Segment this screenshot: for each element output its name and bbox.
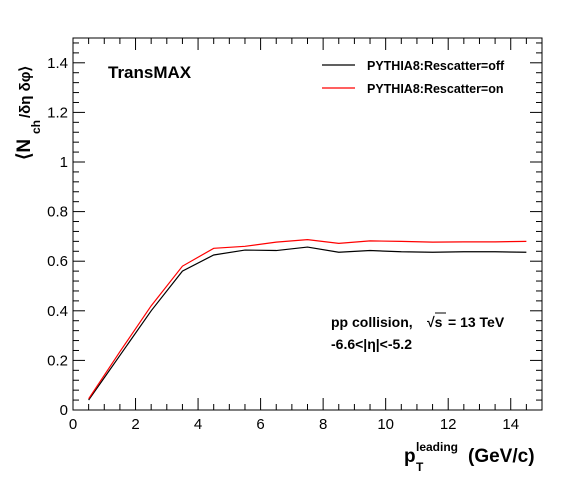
annotation-line1-prefix: pp collision, — [331, 314, 413, 330]
axis-ticks — [72, 38, 543, 411]
x-tick-label: 6 — [256, 416, 264, 433]
annotation-line1-suffix: = 13 TeV — [448, 314, 505, 330]
axis-tick-labels: 0 2 4 6 8 10 12 14 0 0.2 0.4 0.6 0.8 1 1.2 1.4 — [47, 55, 519, 433]
x-axis-title-unit: (GeV/c) — [468, 446, 535, 467]
y-tick-label: 0.4 — [47, 303, 68, 320]
y-axis-title: ⟨N ch /δη δφ⟩ — [14, 66, 43, 160]
legend-label-rescatter-off: PYTHIA8:Rescatter=off — [367, 59, 505, 73]
y-axis-title-sub: ch — [29, 120, 43, 134]
series-line-rescatter-off — [88, 246, 527, 401]
y-tick-label: 1.2 — [47, 104, 68, 121]
x-axis-title-base: p — [404, 446, 416, 467]
x-tick-label: 14 — [502, 416, 519, 433]
x-tick-label: 10 — [377, 416, 394, 433]
y-axis-title-rest: /δη δφ⟩ — [17, 66, 34, 118]
y-tick-label: 0.6 — [47, 253, 68, 270]
x-axis-title-sub: T — [416, 460, 424, 474]
y-axis-title-open: ⟨N — [14, 139, 35, 160]
collision-annotation: pp collision, √s = 13 TeV -6.6<|η|<-5.2 — [331, 312, 505, 352]
series-line-rescatter-on — [88, 239, 527, 400]
chart-label: TransMAX — [108, 63, 192, 82]
x-tick-label: 0 — [69, 416, 77, 433]
series-layer — [88, 239, 527, 401]
y-tick-label: 0 — [60, 402, 68, 419]
x-tick-label: 8 — [319, 416, 327, 433]
x-axis-title-sup: leading — [416, 440, 458, 454]
x-axis-title: p T leading (GeV/c) — [404, 440, 535, 474]
y-tick-label: 0.2 — [47, 352, 68, 369]
x-tick-label: 12 — [440, 416, 457, 433]
annotation-sqrt-s: √s — [427, 314, 443, 330]
y-tick-label: 0.8 — [47, 204, 68, 221]
annotation-eta-range: -6.6<|η|<-5.2 — [331, 336, 412, 352]
y-tick-label: 1 — [60, 154, 68, 171]
legend: PYTHIA8:Rescatter=off PYTHIA8:Rescatter=… — [322, 59, 505, 96]
y-tick-label: 1.4 — [47, 55, 68, 72]
legend-label-rescatter-on: PYTHIA8:Rescatter=on — [367, 82, 504, 96]
x-tick-label: 2 — [131, 416, 139, 433]
x-tick-label: 4 — [194, 416, 202, 433]
